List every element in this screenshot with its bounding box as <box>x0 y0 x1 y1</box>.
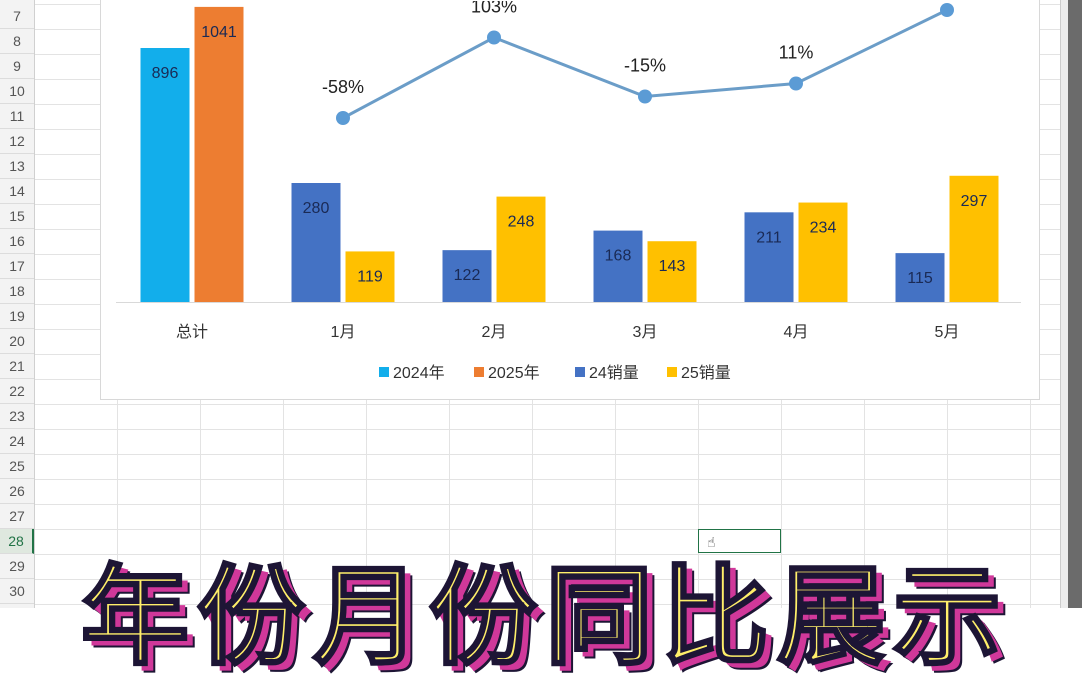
row-number[interactable]: 21 <box>0 354 34 379</box>
row-number[interactable]: 9 <box>0 54 34 79</box>
growth-marker <box>789 76 803 91</box>
row-number[interactable]: 29 <box>0 554 34 579</box>
row-number[interactable]: 13 <box>0 154 34 179</box>
growth-marker <box>638 89 652 104</box>
row-number[interactable]: 24 <box>0 429 34 454</box>
x-tick-label: 1月 <box>331 324 356 341</box>
legend-swatch <box>575 367 585 377</box>
bar-25销量 <box>496 196 546 302</box>
chart-svg: 总计 1月 2月 3月 4月 5月 896 1041 280 119 122 248 168 143 211… <box>116 1 1021 382</box>
bar-value-label: 168 <box>605 248 632 265</box>
bar-value-label: 234 <box>810 220 837 237</box>
bar-24销量 <box>291 183 341 302</box>
growth-marker <box>940 3 954 17</box>
legend-label: 2024年 <box>393 364 445 382</box>
row-number[interactable]: 22 <box>0 379 34 404</box>
row-number[interactable]: 25 <box>0 454 34 479</box>
row-number[interactable]: 20 <box>0 329 34 354</box>
row-number[interactable]: 17 <box>0 254 34 279</box>
scrollbar-thumb[interactable] <box>1068 0 1082 608</box>
row-number[interactable]: 16 <box>0 229 34 254</box>
bar-value-label: 280 <box>303 200 330 217</box>
hand-cursor-icon: ☝ <box>707 534 716 550</box>
bar-value-label: 896 <box>152 65 179 82</box>
growth-marker <box>487 30 501 45</box>
row-number[interactable]: 28 <box>0 529 34 554</box>
legend-swatch <box>474 367 484 377</box>
growth-label: 11% <box>779 43 814 63</box>
bar-25销量 <box>647 241 697 302</box>
bar-value-label: 119 <box>357 268 383 285</box>
row-header[interactable]: 7 8 9 10 11 12 13 14 15 16 17 18 19 20 21 22 23 24 25 26 27 2… <box>0 0 35 608</box>
bar-25销量 <box>798 202 848 302</box>
bar-value-label: 211 <box>756 229 782 246</box>
row-number[interactable]: 8 <box>0 29 34 54</box>
row-number[interactable]: 26 <box>0 479 34 504</box>
row-number[interactable]: 11 <box>0 104 34 129</box>
legend-label: 25销量 <box>681 364 731 382</box>
row-number[interactable]: 10 <box>0 79 34 104</box>
row-number[interactable]: 14 <box>0 179 34 204</box>
bar-24销量 <box>744 212 794 302</box>
x-tick-label: 5月 <box>935 324 960 341</box>
x-tick-label: 3月 <box>633 324 658 341</box>
row-number[interactable]: 7 <box>0 4 34 29</box>
bar-value-label: 115 <box>907 270 933 287</box>
growth-label: 103% <box>471 1 517 17</box>
bar-value-label: 248 <box>508 214 535 231</box>
combo-chart[interactable]: 总计 1月 2月 3月 4月 5月 896 1041 280 119 122 248 168 143 211… <box>100 0 1040 400</box>
row-number[interactable]: 27 <box>0 504 34 529</box>
selected-cell[interactable] <box>698 529 781 553</box>
legend-swatch <box>379 367 389 377</box>
vertical-scrollbar[interactable] <box>1060 0 1082 608</box>
bar-value-label: 143 <box>659 258 686 275</box>
legend-label: 24销量 <box>589 364 639 382</box>
bar-value-label: 122 <box>454 267 481 284</box>
x-tick-label: 4月 <box>784 324 809 341</box>
video-caption: 年份月份同比展示 <box>79 554 1009 682</box>
bar-24销量 <box>593 230 643 302</box>
growth-label: -15% <box>624 56 666 76</box>
row-number[interactable]: 23 <box>0 404 34 429</box>
row-number[interactable]: 15 <box>0 204 34 229</box>
bar-25销量 <box>949 175 999 302</box>
bar-value-label: 1041 <box>201 24 237 41</box>
x-tick-label: 2月 <box>482 324 507 341</box>
x-tick-label: 总计 <box>176 323 208 341</box>
bar-2024年 <box>140 48 190 302</box>
growth-label: -58% <box>322 77 364 97</box>
row-number[interactable]: 12 <box>0 129 34 154</box>
bar-2025年 <box>194 6 244 303</box>
row-number[interactable]: 18 <box>0 279 34 304</box>
legend-swatch <box>667 367 677 377</box>
growth-marker <box>336 111 350 125</box>
bar-24销量 <box>442 250 492 302</box>
row-number[interactable]: 30 <box>0 579 34 604</box>
row-number[interactable]: 19 <box>0 304 34 329</box>
bar-24销量 <box>895 253 945 302</box>
bar-value-label: 297 <box>961 193 988 210</box>
legend-label: 2025年 <box>488 364 540 382</box>
bar-25销量 <box>345 251 395 302</box>
